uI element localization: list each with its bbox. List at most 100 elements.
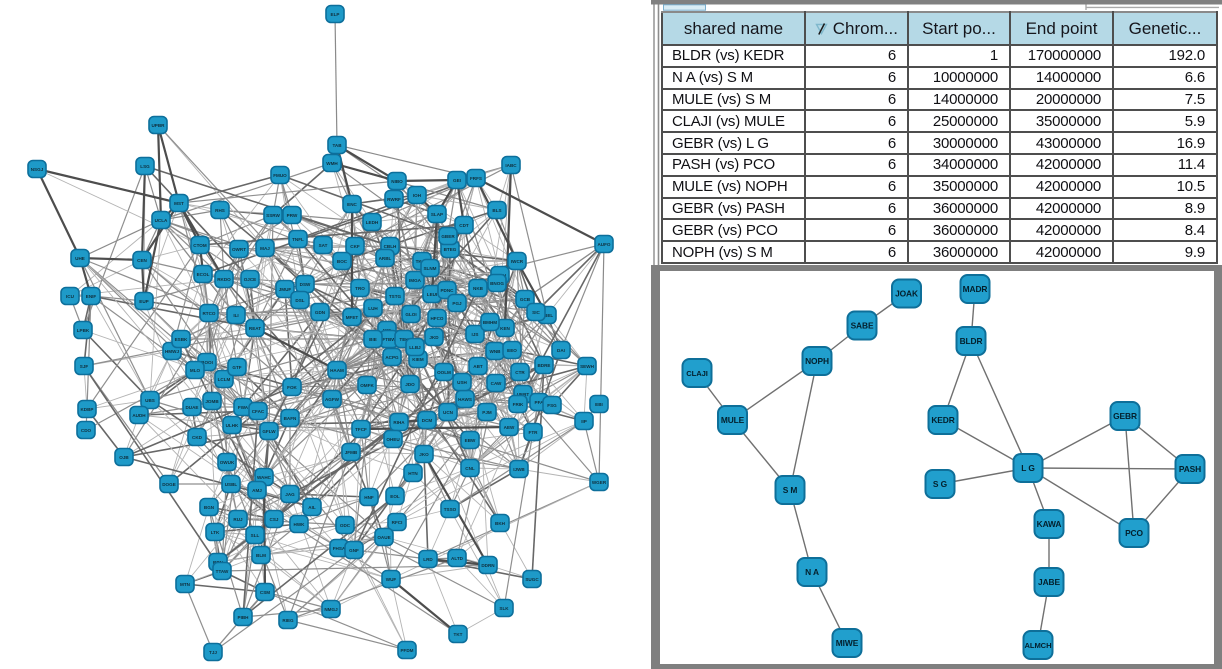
svg-text:OHEU: OHEU [386,437,400,442]
svg-text:NMGJ: NMGJ [324,607,338,612]
svg-text:MADR: MADR [963,284,988,294]
svg-text:RTCO: RTCO [202,311,215,316]
svg-text:S G: S G [933,479,947,489]
svg-text:BNOG: BNOG [490,281,504,286]
svg-text:PFA: PFA [535,400,545,405]
svg-text:BIE: BIE [369,337,377,342]
svg-text:JOAK: JOAK [895,288,918,298]
svg-text:JDO: JDO [405,382,415,387]
svg-text:CKF: CKF [350,244,360,249]
svg-text:MLO: MLO [190,368,201,373]
svg-text:ESBK: ESBK [175,337,188,342]
svg-text:JKD: JKD [429,335,439,340]
svg-text:DSL: DSL [295,298,304,303]
svg-text:S M: S M [783,485,798,495]
svg-text:TJJ: TJJ [209,650,217,655]
svg-text:HMWJ: HMWJ [165,349,179,354]
svg-text:UPBR: UPBR [151,123,165,128]
svg-text:CTR: CTR [515,370,525,375]
svg-text:BOC: BOC [337,259,348,264]
svg-text:FTBW: FTBW [382,337,396,342]
svg-text:BMHM: BMHM [483,320,497,325]
svg-text:IIP: IIP [581,419,587,424]
svg-text:IOH: IOH [413,193,422,198]
svg-text:PJM: PJM [482,410,492,415]
svg-text:UCLA: UCLA [155,218,168,223]
svg-text:RWRF: RWRF [387,197,401,202]
svg-text:UCN: UCN [443,410,454,415]
svg-text:ENC: ENC [347,202,357,207]
svg-text:DDRN: DDRN [481,563,495,568]
svg-text:BLM: BLM [256,553,266,558]
svg-text:MFET: MFET [346,315,359,320]
svg-text:BDRE: BDRE [537,363,550,368]
svg-text:TEH: TEH [399,337,409,342]
svg-text:GDN: GDN [315,310,326,315]
svg-text:JFMB: JFMB [345,450,358,455]
svg-text:LRD: LRD [423,557,433,562]
svg-text:SABE: SABE [851,320,874,330]
svg-text:SEWH: SEWH [580,364,594,369]
svg-text:BLDR: BLDR [960,336,983,346]
svg-text:JOMB: JOMB [205,399,219,404]
svg-text:ODC: ODC [340,523,351,528]
svg-text:WMH: WMH [326,161,338,166]
svg-text:GEBR: GEBR [1113,411,1137,421]
svg-text:MAJ: MAJ [260,246,270,251]
svg-text:ACPG: ACPG [385,355,399,360]
svg-text:L G: L G [1021,463,1035,473]
svg-text:SUGC: SUGC [525,577,539,582]
svg-text:UBS: UBS [145,398,155,403]
svg-text:WGER: WGER [592,480,607,485]
svg-text:MULE: MULE [721,415,745,425]
svg-text:AIL: AIL [308,505,316,510]
svg-text:PRW: PRW [287,213,298,218]
svg-text:IJWB: IJWB [513,467,525,472]
svg-text:RKDO: RKDO [217,277,231,282]
svg-text:BTEG: BTEG [444,247,457,252]
svg-text:AMJ: AMJ [252,488,262,493]
svg-text:CNL: CNL [465,466,475,471]
svg-text:ALMCH: ALMCH [1025,641,1052,650]
svg-text:HAWS: HAWS [458,397,472,402]
svg-text:KEDR: KEDR [931,415,954,425]
svg-text:AUFO: AUFO [597,242,610,247]
svg-text:TRO: TRO [355,286,365,291]
svg-text:SLL: SLL [251,533,260,538]
svg-text:SLAP: SLAP [431,212,443,217]
svg-text:LLBJ: LLBJ [409,345,421,350]
svg-text:CDO: CDO [81,428,92,433]
svg-text:MST: MST [174,201,184,206]
svg-text:EEO: EEO [507,348,517,353]
svg-text:PIBH: PIBH [238,615,250,620]
svg-text:ILI: ILI [233,313,238,318]
svg-text:PFDM: PFDM [400,648,413,653]
svg-text:FOK: FOK [287,385,297,390]
svg-text:DUAE: DUAE [185,405,198,410]
svg-text:TKT: TKT [454,632,463,637]
svg-text:PASH: PASH [1179,464,1201,474]
svg-text:CTOM: CTOM [193,243,207,248]
svg-text:BAFN: BAFN [284,416,297,421]
svg-text:AUDH: AUDH [132,413,146,418]
svg-text:IJS: IJS [472,332,479,337]
svg-text:LCLM: LCLM [218,377,231,382]
svg-text:SJF: SJF [80,364,89,369]
svg-text:CBLH: CBLH [384,244,397,249]
svg-text:GLOI: GLOI [405,312,416,317]
svg-text:GCB: GCB [520,297,531,302]
svg-text:LTK: LTK [211,530,220,535]
svg-text:FHSA: FHSA [333,546,346,551]
svg-text:TTAW: TTAW [216,569,229,574]
svg-text:CEN: CEN [137,258,147,263]
svg-text:CKD: CKD [192,435,203,440]
svg-text:ENIF: ENIF [86,294,97,299]
svg-text:BLS: BLS [492,208,501,213]
svg-text:PDNC: PDNC [440,288,454,293]
svg-text:USBL: USBL [225,482,238,487]
svg-text:GEI: GEI [453,178,461,183]
svg-text:USH: USH [457,380,467,385]
svg-text:LEUI: LEUI [427,292,437,297]
svg-text:IABC: IABC [505,163,517,168]
svg-text:LSG: LSG [140,164,150,169]
